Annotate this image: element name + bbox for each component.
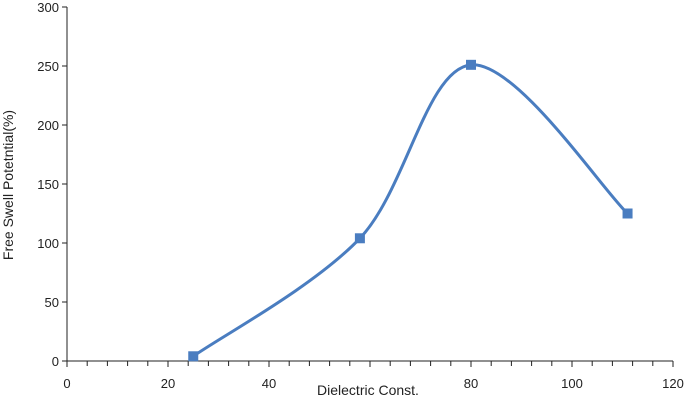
series-line (191, 63, 630, 358)
y-tick-label: 200 (37, 118, 59, 133)
y-tick-label: 50 (45, 295, 59, 310)
y-tick-label: 250 (37, 59, 59, 74)
y-tick-label: 0 (52, 354, 59, 369)
y-tick-label: 150 (37, 177, 59, 192)
data-point-marker (622, 208, 633, 219)
x-tick-label: 100 (561, 376, 583, 391)
x-axis-title: Dielectric Const. (317, 382, 419, 398)
x-tick-label: 120 (662, 376, 684, 391)
y-axis-title: Free Swell Potetntial(%) (0, 110, 16, 260)
x-tick-label: 40 (262, 376, 276, 391)
axes (62, 6, 674, 367)
y-tick-label: 300 (37, 0, 59, 15)
x-tick-label: 80 (464, 376, 478, 391)
y-tick-label: 100 (37, 236, 59, 251)
data-point-marker (354, 233, 365, 244)
tick-labels: 0 50 100 150 200 250 300 0 20 40 80 100 120 (37, 0, 684, 391)
data-point-marker (466, 59, 476, 70)
x-tick-label: 20 (161, 376, 175, 391)
data-point-marker (188, 351, 199, 362)
x-tick-label: 0 (63, 376, 70, 391)
series (188, 59, 633, 362)
